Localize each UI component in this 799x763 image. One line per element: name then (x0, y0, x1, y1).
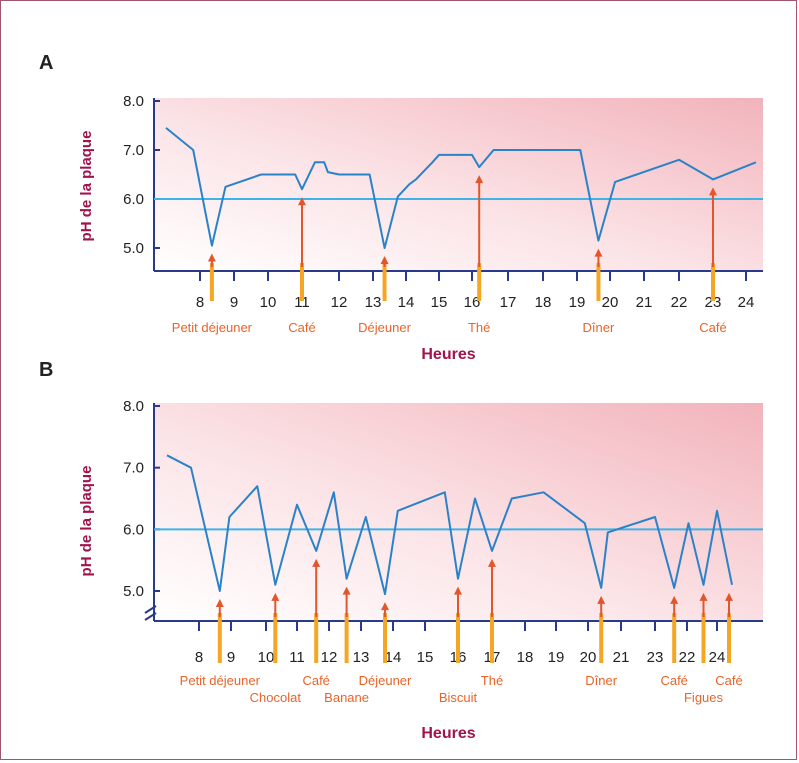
panel-label: B (39, 359, 53, 381)
x-tick-label: 15 (431, 294, 448, 311)
event-label: Café (288, 320, 315, 335)
x-tick-label: 18 (535, 294, 552, 311)
event-arrow-head (709, 187, 717, 196)
y-tick-label: 6.0 (123, 521, 144, 538)
x-tick-label: 9 (227, 649, 235, 666)
event-arrow-head (725, 592, 733, 601)
axis-break-mark (144, 612, 157, 621)
x-tick-label: 8 (196, 294, 204, 311)
x-tick-label: 15 (417, 649, 434, 666)
event-arrow-head (475, 175, 484, 184)
x-axis-label: Heures (421, 725, 475, 742)
x-tick-label: 10 (258, 649, 275, 666)
y-axis-label: pH de la plaque (78, 131, 95, 242)
event-label: Petit déjeuner (172, 320, 253, 335)
x-tick-label: 21 (636, 294, 653, 311)
event-label: Thé (481, 673, 503, 688)
event-arrow-head (342, 586, 351, 595)
event-arrow-head (597, 595, 606, 604)
event-label: Petit déjeuner (180, 673, 261, 688)
x-tick-label: 24 (738, 294, 755, 311)
event-arrow-head (380, 256, 389, 264)
x-tick-label: 23 (705, 294, 722, 311)
x-tick-label: 20 (602, 294, 619, 311)
x-tick-label: 12 (331, 294, 348, 311)
x-tick-label: 19 (569, 294, 586, 311)
y-tick-label: 5.0 (123, 240, 144, 257)
event-arrow-head (670, 595, 679, 604)
event-label: Figues (684, 690, 724, 705)
x-tick-label: 11 (289, 649, 305, 666)
plot-background (154, 98, 763, 271)
y-tick-label: 8.0 (123, 398, 144, 415)
event-arrow-head (488, 558, 496, 567)
x-tick-label: 22 (671, 294, 688, 311)
event-arrow-head (594, 248, 603, 257)
plot-background (154, 403, 763, 621)
x-tick-label: 14 (398, 294, 415, 311)
x-tick-label: 14 (385, 649, 402, 666)
y-tick-label: 6.0 (123, 191, 144, 208)
y-tick-label: 7.0 (123, 142, 144, 159)
x-tick-label: 22 (679, 649, 696, 666)
event-label: Déjeuner (359, 673, 412, 688)
x-tick-label: 18 (517, 649, 534, 666)
x-tick-label: 19 (548, 649, 565, 666)
event-label: Café (660, 673, 687, 688)
event-arrow-head (215, 599, 224, 607)
ph-series-line (165, 127, 757, 249)
event-arrow-head (699, 592, 708, 601)
x-tick-label: 20 (580, 649, 597, 666)
x-tick-label: 13 (365, 294, 382, 311)
x-tick-label: 11 (294, 294, 310, 311)
event-label: Café (699, 320, 726, 335)
event-label: Dîner (583, 320, 615, 335)
y-axis-label: pH de la plaque (78, 466, 95, 577)
x-tick-label: 12 (321, 649, 338, 666)
event-arrow-head (207, 253, 216, 262)
ph-series-line (166, 454, 733, 596)
x-tick-label: 13 (353, 649, 370, 666)
event-label: Café (302, 673, 329, 688)
y-tick-label: 7.0 (123, 460, 144, 477)
event-arrow-head (271, 592, 280, 601)
y-tick-label: 8.0 (123, 93, 144, 110)
event-label: Banane (324, 690, 369, 705)
event-arrow-head (381, 602, 389, 611)
event-label: Déjeuner (358, 320, 411, 335)
event-label: Biscuit (439, 690, 478, 705)
y-tick-label: 5.0 (123, 583, 144, 600)
x-tick-label: 21 (613, 649, 630, 666)
event-arrow-head (298, 197, 306, 206)
event-label: Café (715, 673, 742, 688)
x-axis-label: Heures (421, 346, 475, 363)
event-arrow-head (312, 558, 321, 567)
x-tick-label: 9 (230, 294, 238, 311)
x-tick-label: 17 (500, 294, 517, 311)
axis-break-mark (144, 605, 157, 614)
panel-label: A (39, 52, 53, 74)
x-tick-label: 16 (464, 294, 481, 311)
event-label: Dîner (585, 673, 617, 688)
event-arrow-head (454, 586, 462, 595)
event-label: Chocolat (250, 690, 302, 705)
event-label: Thé (468, 320, 490, 335)
x-tick-label: 23 (647, 649, 664, 666)
x-tick-label: 10 (260, 294, 277, 311)
x-tick-label: 8 (195, 649, 203, 666)
x-tick-label: 24 (709, 649, 726, 666)
